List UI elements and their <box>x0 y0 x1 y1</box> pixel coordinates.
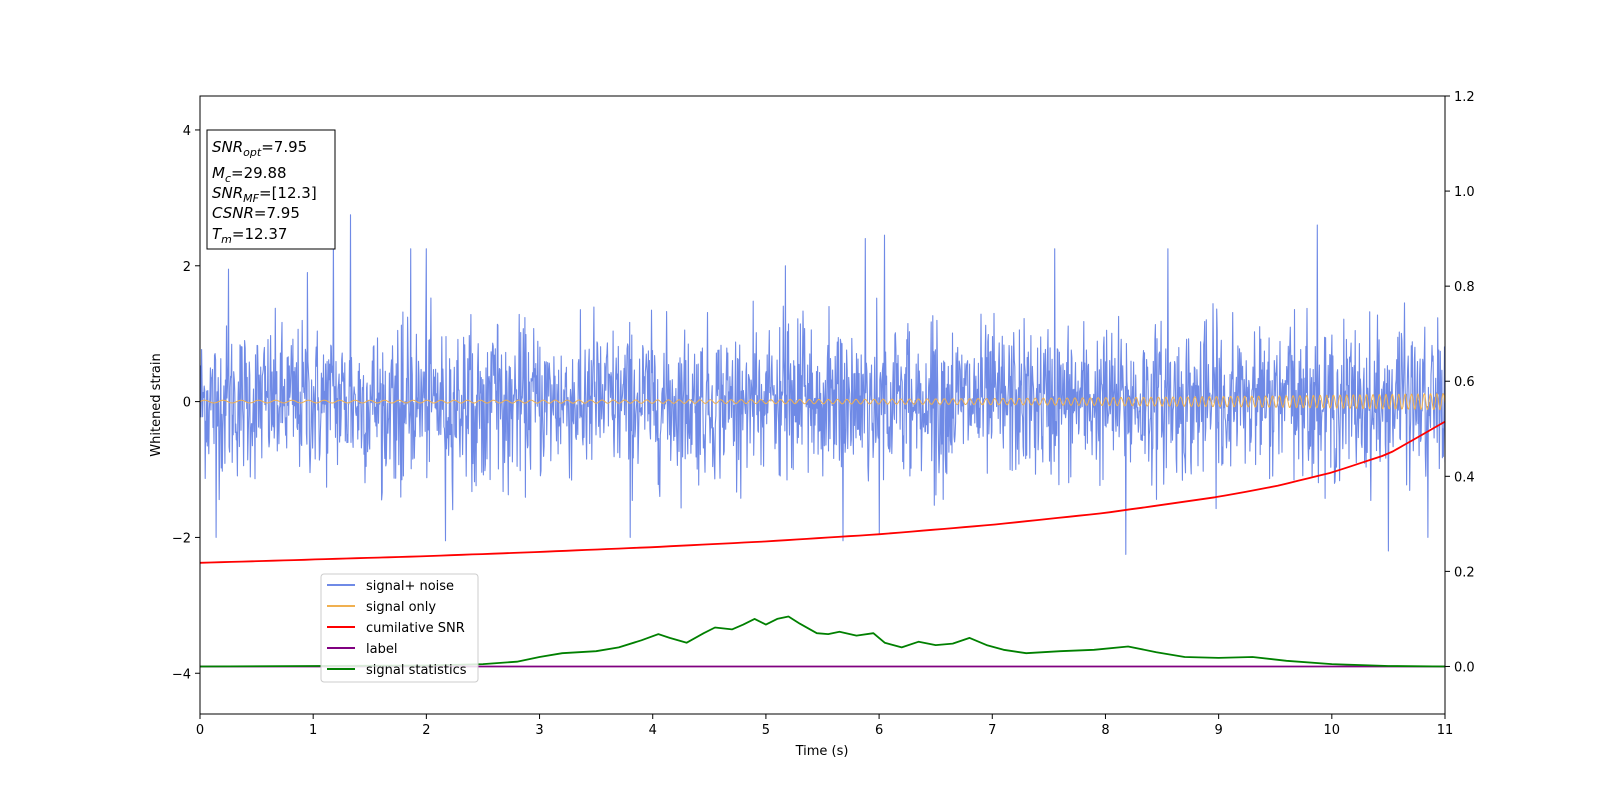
x-tick-label: 4 <box>649 723 657 738</box>
plot-frame <box>199 95 1446 715</box>
info-box: SNRopt=7.95 Mc=29.88 SNRMF=[12.3] CSNR=7… <box>206 129 336 250</box>
y-tick-label: 0 <box>183 396 191 411</box>
x-tick-label: 2 <box>422 723 430 738</box>
series-line-signal-only <box>200 393 1445 411</box>
info-csnr: CSNR=7.95 <box>212 204 300 222</box>
legend: signal+ noise signal only cumilative SNR… <box>320 573 479 683</box>
x-tick-label: 11 <box>1437 723 1454 738</box>
x-tick-label: 7 <box>988 723 996 738</box>
x-tick-label: 0 <box>196 723 204 738</box>
legend-label-signal-noise: signal+ noise <box>366 579 454 594</box>
y2-tick-label: 0.8 <box>1454 280 1475 295</box>
x-tick-label: 5 <box>762 723 770 738</box>
legend-label-label: label <box>366 642 397 657</box>
x-tick-label: 1 <box>309 723 317 738</box>
y2-tick-label: 1.0 <box>1454 185 1475 200</box>
series-line-cumulative-snr <box>200 420 1445 564</box>
x-tick-label: 9 <box>1214 723 1222 738</box>
x-tick-label: 6 <box>875 723 883 738</box>
y2-tick-label: 0.2 <box>1454 565 1475 580</box>
y-tick-label: 2 <box>183 260 191 275</box>
y2-tick-label: 0.4 <box>1454 470 1475 485</box>
y-tick-label: −4 <box>172 667 191 682</box>
legend-label-cumulative-snr: cumilative SNR <box>366 621 465 636</box>
info-mc: Mc=29.88 <box>212 164 287 185</box>
x-tick-label: 10 <box>1324 723 1341 738</box>
y-axis-label: Whitened strain <box>149 353 164 456</box>
y-tick-label: 4 <box>183 124 191 139</box>
series-line-signal-statistics <box>200 615 1445 668</box>
info-tm: Tm=12.37 <box>212 225 287 246</box>
legend-label-signal-statistics: signal statistics <box>366 663 467 678</box>
y-tick-label: −2 <box>172 531 191 546</box>
legend-label-signal-only: signal only <box>366 600 436 615</box>
info-snr-opt: SNRopt=7.95 <box>212 138 307 159</box>
x-tick-label: 3 <box>535 723 543 738</box>
axis-ticks: 0 1 2 3 4 5 6 7 8 9 10 11 −4 −2 0 2 4 0.0 0.2 0.4 0.6 0.8 1.0 1… <box>172 90 1475 738</box>
legend-frame <box>320 573 479 683</box>
series-line-signal-noise <box>200 214 1445 555</box>
x-axis-label: Time (s) <box>795 744 849 759</box>
y2-tick-label: 0.6 <box>1454 375 1475 390</box>
info-snr-mf: SNRMF=[12.3] <box>212 184 317 205</box>
x-tick-label: 8 <box>1101 723 1109 738</box>
info-box-frame <box>206 129 336 250</box>
y2-tick-label: 1.2 <box>1454 90 1475 105</box>
y2-tick-label: 0.0 <box>1454 660 1475 675</box>
